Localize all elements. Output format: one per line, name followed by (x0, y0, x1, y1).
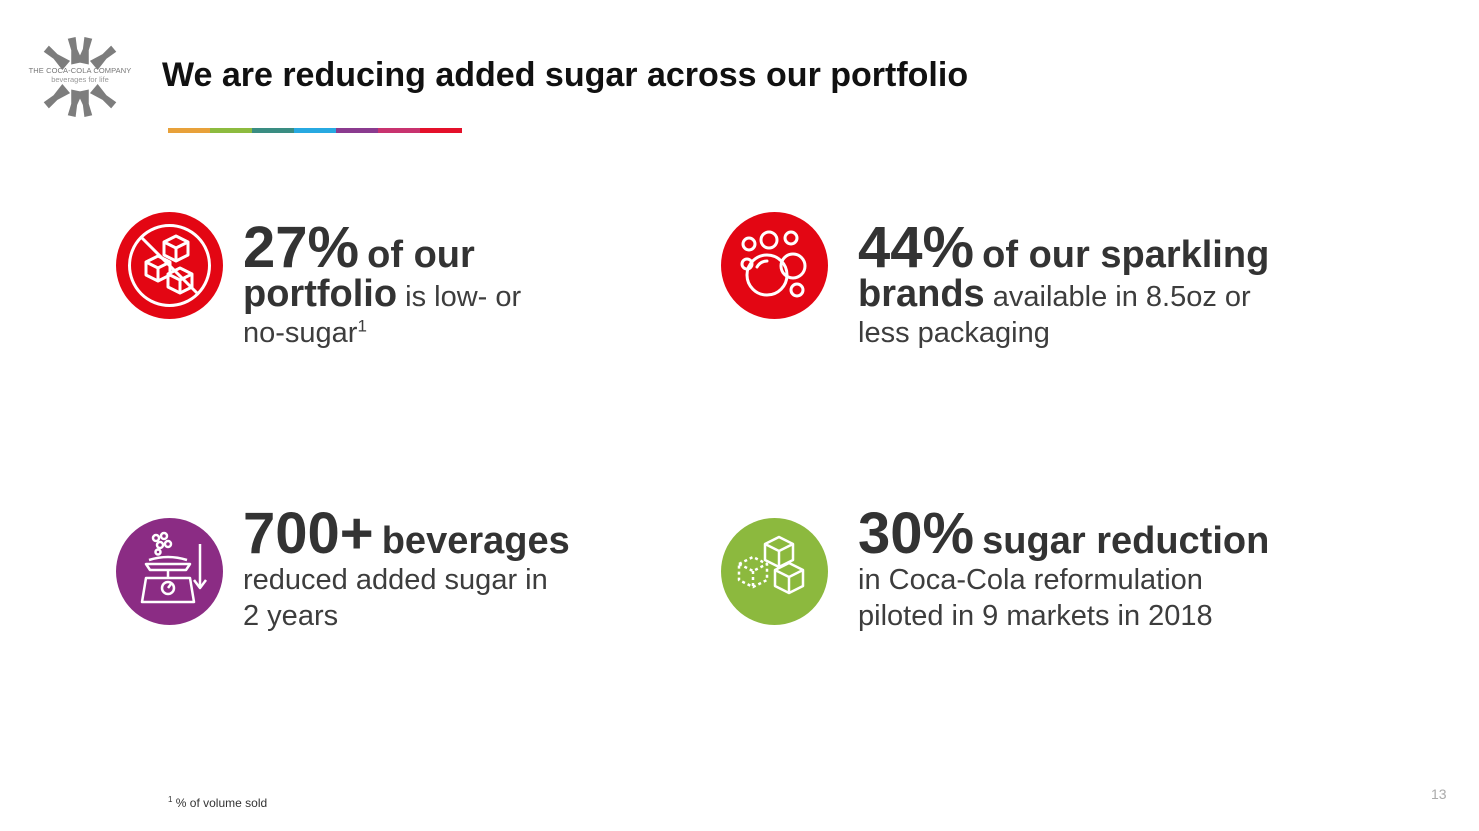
no-sugar-cubes-icon (116, 212, 223, 319)
color-bar-segment (210, 128, 252, 133)
stat-sugar-reduction-text: 30% sugar reduction in Coca-Cola reformu… (858, 505, 1270, 634)
title-color-bar (168, 128, 462, 133)
color-bar-segment (252, 128, 294, 133)
stat-value: 30% (858, 501, 975, 566)
stat-description: piloted in 9 markets in 2018 (858, 600, 1213, 632)
stat-low-sugar-text: 27% of our portfolio is low- or no-sugar… (243, 219, 522, 351)
stat-bold-text: beverages (381, 520, 570, 562)
footnote: 1 % of volume sold (168, 795, 268, 811)
logo-tagline: beverages for life (51, 75, 109, 84)
color-bar-segment (294, 128, 336, 133)
stat-description: available in 8.5oz or (992, 281, 1251, 313)
company-logo: THE COCA-COLA COMPANY beverages for life (20, 16, 140, 138)
stat-description: no-sugar (243, 317, 358, 349)
color-bar-segment (168, 128, 210, 133)
footnote-reference: 1 (357, 316, 367, 336)
footnote-text: % of volume sold (172, 796, 268, 810)
stat-sparkling-text: 44% of our sparkling brands available in… (858, 219, 1270, 351)
footnote-mark: 1 (168, 795, 173, 804)
sugar-scale-icon (116, 518, 223, 625)
sugar-cubes-icon (721, 518, 828, 625)
stat-bold-text: portfolio (243, 273, 398, 315)
stat-bold-text: brands (858, 273, 985, 315)
stat-description: reduced added sugar in (243, 564, 548, 596)
color-bar-segment (420, 128, 462, 133)
stat-bold-text: of our sparkling (982, 234, 1270, 276)
stat-description: is low- or (405, 281, 522, 313)
page-title: We are reducing added sugar across our p… (162, 56, 969, 94)
stat-description: 2 years (243, 600, 339, 632)
stat-description: in Coca-Cola reformulation (858, 564, 1203, 596)
logo-company-name: THE COCA-COLA COMPANY (28, 66, 132, 75)
bubbles-icon (721, 212, 828, 319)
color-bar-segment (336, 128, 378, 133)
page-number: 13 (1431, 786, 1447, 802)
stat-description: less packaging (858, 317, 1050, 349)
stat-value: 27% (243, 215, 360, 280)
stat-value: 44% (858, 215, 975, 280)
stat-bold-text: of our (367, 234, 475, 276)
stat-value: 700+ (243, 501, 374, 566)
stat-bold-text: sugar reduction (982, 520, 1270, 562)
bottle-burst-icon (43, 37, 117, 117)
color-bar-segment (378, 128, 420, 133)
stat-beverages-text: 700+ beverages reduced added sugar in 2 … (243, 505, 570, 634)
